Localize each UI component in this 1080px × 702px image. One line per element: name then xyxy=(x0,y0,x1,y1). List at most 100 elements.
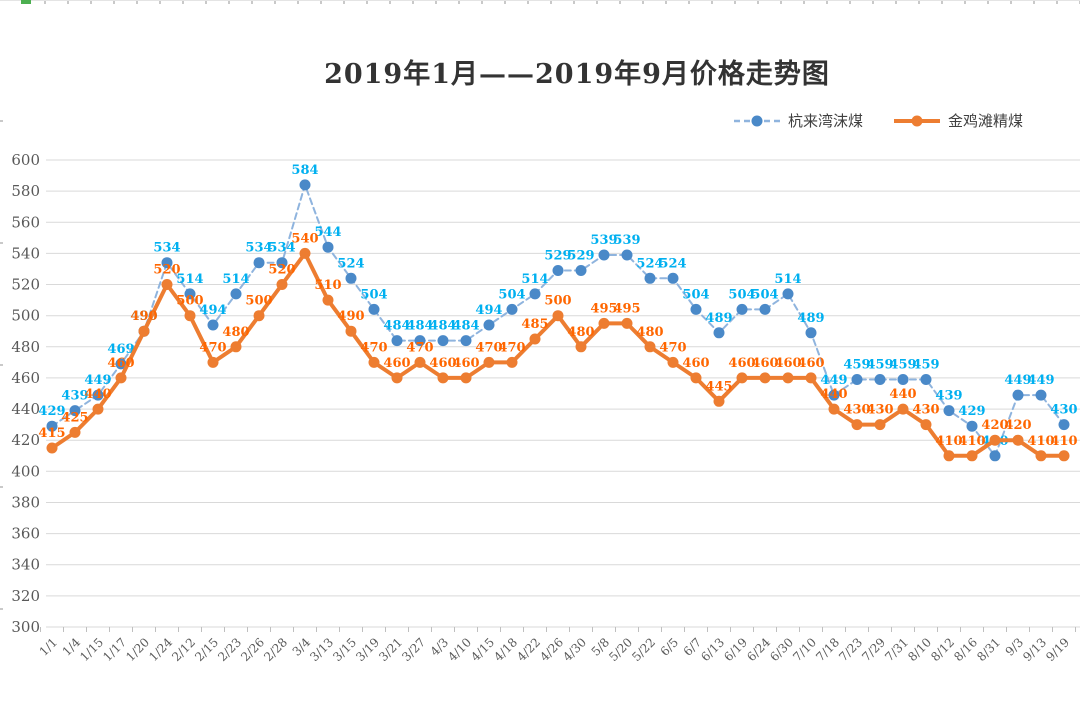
svg-text:514: 514 xyxy=(176,272,203,287)
svg-text:484: 484 xyxy=(383,319,410,334)
spreadsheet-column-ticks xyxy=(0,0,1080,4)
svg-text:480: 480 xyxy=(11,338,40,356)
svg-text:460: 460 xyxy=(452,356,479,371)
svg-text:580: 580 xyxy=(11,182,40,200)
svg-text:440: 440 xyxy=(889,387,916,402)
svg-text:8/10: 8/10 xyxy=(905,635,934,664)
legend-item-series-2[interactable]: 金鸡滩精煤 xyxy=(893,110,1023,131)
svg-text:9/19: 9/19 xyxy=(1043,635,1072,664)
svg-text:415: 415 xyxy=(38,426,65,441)
svg-text:484: 484 xyxy=(452,319,479,334)
svg-text:7/18: 7/18 xyxy=(813,635,842,664)
svg-text:1/20: 1/20 xyxy=(123,635,152,664)
svg-text:3/27: 3/27 xyxy=(399,635,428,664)
legend-item-series-1[interactable]: 杭来湾沫煤 xyxy=(733,110,863,131)
svg-text:6/24: 6/24 xyxy=(744,635,773,664)
svg-text:529: 529 xyxy=(544,249,571,264)
svg-text:360: 360 xyxy=(11,525,40,543)
svg-text:8/16: 8/16 xyxy=(951,635,980,664)
svg-text:6/5: 6/5 xyxy=(658,635,682,659)
svg-text:6/30: 6/30 xyxy=(767,635,796,664)
svg-text:420: 420 xyxy=(11,431,40,449)
svg-text:9/13: 9/13 xyxy=(1020,635,1049,664)
svg-text:440: 440 xyxy=(84,387,111,402)
svg-text:524: 524 xyxy=(337,256,364,271)
svg-text:410: 410 xyxy=(1027,434,1054,449)
svg-text:1/17: 1/17 xyxy=(100,635,129,664)
svg-text:504: 504 xyxy=(498,287,525,302)
svg-text:540: 540 xyxy=(11,244,40,262)
spreadsheet-row-ticks xyxy=(0,0,3,702)
svg-text:584: 584 xyxy=(291,163,318,178)
svg-text:460: 460 xyxy=(751,356,778,371)
svg-text:439: 439 xyxy=(61,389,88,404)
svg-text:470: 470 xyxy=(475,340,502,355)
svg-text:4/26: 4/26 xyxy=(537,635,566,664)
svg-text:514: 514 xyxy=(774,272,801,287)
svg-text:534: 534 xyxy=(268,241,295,256)
svg-text:440: 440 xyxy=(820,387,847,402)
svg-text:449: 449 xyxy=(1004,373,1031,388)
svg-text:429: 429 xyxy=(38,404,65,419)
svg-text:460: 460 xyxy=(107,356,134,371)
svg-text:445: 445 xyxy=(705,379,732,394)
svg-text:539: 539 xyxy=(590,233,617,248)
svg-text:480: 480 xyxy=(567,325,594,340)
svg-text:520: 520 xyxy=(11,276,40,294)
svg-text:514: 514 xyxy=(521,272,548,287)
svg-text:429: 429 xyxy=(958,404,985,419)
svg-text:470: 470 xyxy=(360,340,387,355)
svg-text:529: 529 xyxy=(567,249,594,264)
svg-text:439: 439 xyxy=(935,389,962,404)
svg-text:490: 490 xyxy=(130,309,157,324)
svg-text:495: 495 xyxy=(590,301,617,316)
svg-text:1/1: 1/1 xyxy=(37,635,61,659)
svg-text:494: 494 xyxy=(475,303,502,318)
svg-text:490: 490 xyxy=(337,309,364,324)
svg-text:470: 470 xyxy=(406,340,433,355)
svg-text:484: 484 xyxy=(429,319,456,334)
svg-text:430: 430 xyxy=(866,403,893,418)
svg-text:489: 489 xyxy=(797,311,824,326)
svg-text:510: 510 xyxy=(314,278,341,293)
svg-text:470: 470 xyxy=(659,340,686,355)
svg-text:534: 534 xyxy=(245,241,272,256)
svg-text:494: 494 xyxy=(199,303,226,318)
svg-text:4/18: 4/18 xyxy=(491,635,520,664)
legend-label-series-2: 金鸡滩精煤 xyxy=(948,112,1024,130)
svg-text:540: 540 xyxy=(291,231,318,246)
legend-label-series-1: 杭来湾沫煤 xyxy=(788,112,864,130)
svg-text:544: 544 xyxy=(314,225,341,240)
svg-text:420: 420 xyxy=(1004,418,1031,433)
svg-text:460: 460 xyxy=(682,356,709,371)
svg-text:410: 410 xyxy=(935,434,962,449)
svg-text:5/20: 5/20 xyxy=(606,635,635,664)
svg-text:500: 500 xyxy=(544,294,571,309)
svg-text:539: 539 xyxy=(613,233,640,248)
svg-text:425: 425 xyxy=(61,410,88,425)
svg-text:500: 500 xyxy=(245,294,272,309)
svg-text:6/13: 6/13 xyxy=(698,635,727,664)
svg-text:5/22: 5/22 xyxy=(629,635,658,664)
svg-text:2/23: 2/23 xyxy=(215,635,244,664)
svg-text:410: 410 xyxy=(958,434,985,449)
svg-text:3/15: 3/15 xyxy=(330,635,359,664)
svg-text:459: 459 xyxy=(889,358,916,373)
svg-text:7/31: 7/31 xyxy=(882,635,911,664)
svg-text:514: 514 xyxy=(222,272,249,287)
svg-text:300: 300 xyxy=(11,618,40,636)
svg-text:449: 449 xyxy=(1027,373,1054,388)
svg-text:410: 410 xyxy=(1050,434,1077,449)
svg-text:4/15: 4/15 xyxy=(468,635,497,664)
solid-line-marker-icon xyxy=(894,115,941,126)
svg-text:480: 480 xyxy=(222,325,249,340)
svg-text:520: 520 xyxy=(268,263,295,278)
svg-text:495: 495 xyxy=(613,301,640,316)
dashed-line-marker-icon xyxy=(734,115,780,126)
svg-text:489: 489 xyxy=(705,311,732,326)
svg-text:534: 534 xyxy=(153,241,180,256)
svg-text:459: 459 xyxy=(866,358,893,373)
svg-text:460: 460 xyxy=(774,356,801,371)
